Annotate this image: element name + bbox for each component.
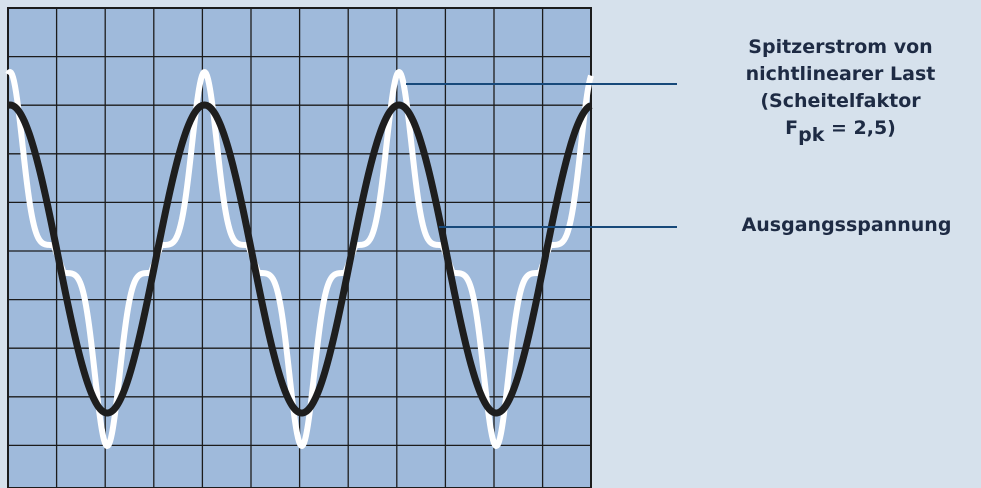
- crest-factor-formula: Fpk = 2,5): [700, 115, 981, 146]
- peak-current-label: Spitzerstrom von nichtlinearer Last (Sch…: [700, 34, 981, 146]
- peak-current-label-line1: Spitzerstrom von: [748, 36, 933, 58]
- crest-factor-value: = 2,5): [824, 117, 896, 139]
- peak-current-label-line2: nichtlinearer Last: [745, 63, 936, 85]
- output-voltage-waveform: [5, 101, 594, 417]
- peak-current-waveform: [5, 69, 594, 449]
- output-voltage-label-text: Ausgangsspannung: [741, 214, 952, 236]
- crest-factor-symbol: F: [785, 117, 799, 139]
- output-voltage-label: Ausgangsspannung: [712, 212, 981, 239]
- peak-current-label-line3: (Scheitelfaktor: [760, 90, 921, 112]
- crest-factor-subscript: pk: [798, 124, 825, 146]
